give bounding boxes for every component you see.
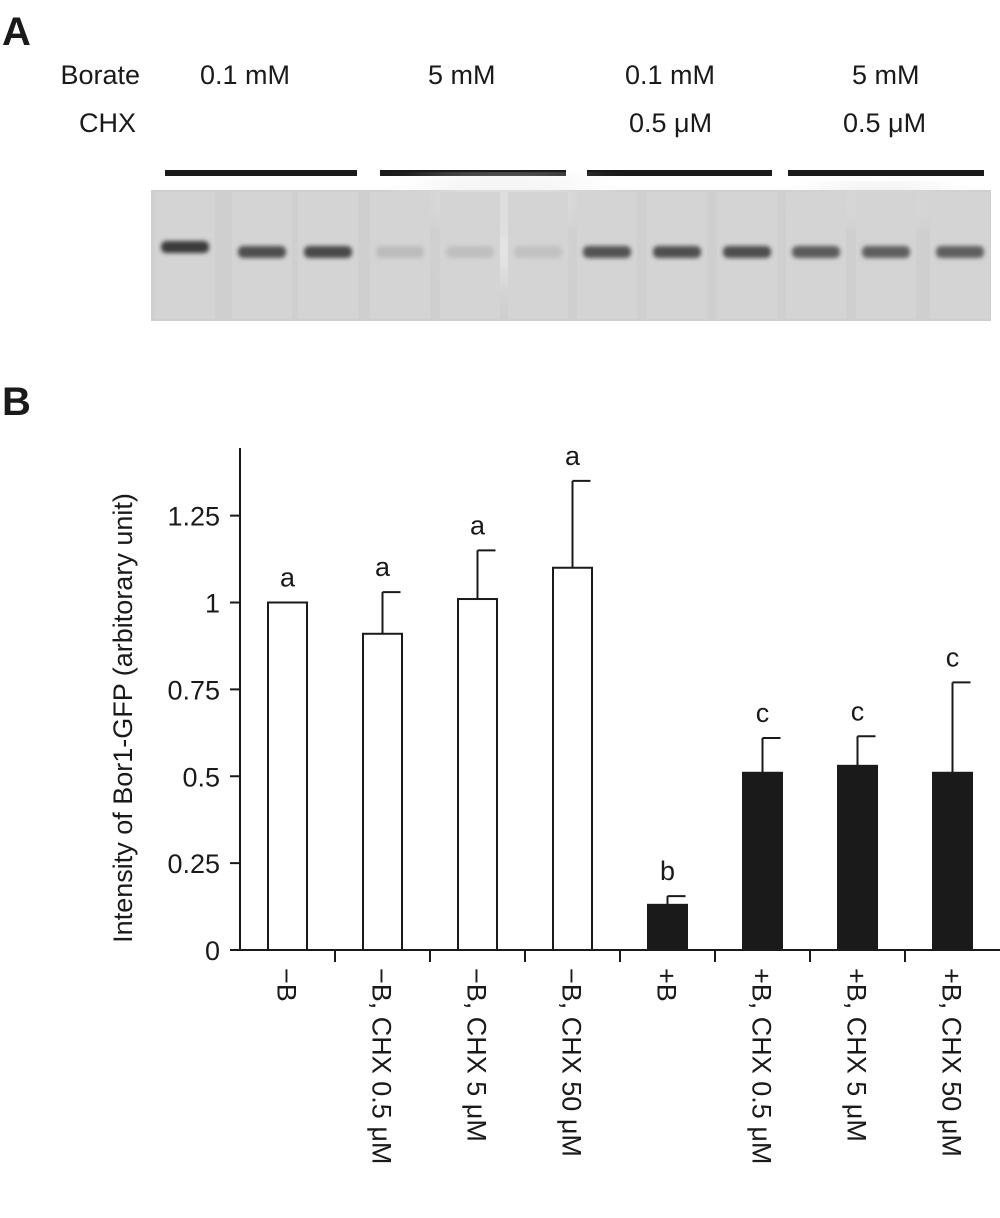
x-tick-label: −B, CHX 50 μM <box>557 968 587 1157</box>
y-tick-label: 1 <box>205 589 220 619</box>
y-tick-label: 0.75 <box>167 675 220 705</box>
x-tick-label: +B <box>652 968 682 1002</box>
x-tick-label: +B, CHX 50 μM <box>937 968 967 1157</box>
y-tick-label: 1.25 <box>167 502 220 532</box>
blot-band <box>304 246 352 258</box>
blot-band <box>238 246 286 258</box>
panel-b-letter: B <box>2 380 31 424</box>
blot-band <box>161 241 209 253</box>
blot-band <box>862 246 910 258</box>
x-tick-label: −B, CHX 0.5 μM <box>367 968 397 1164</box>
blot-lane <box>155 192 215 319</box>
bar <box>742 771 783 952</box>
y-tick-label: 0 <box>205 936 220 966</box>
chx-row-label: CHX <box>78 108 136 138</box>
x-tick-label: +B, CHX 0.5 μM <box>747 968 777 1164</box>
significance-label: a <box>565 441 581 471</box>
group-1-bar <box>165 170 357 176</box>
group-3-chx: 0.5 μM <box>629 108 713 138</box>
y-tick-label: 0.5 <box>182 762 220 792</box>
group-3-borate: 0.1 mM <box>625 60 716 90</box>
group-4-chx: 0.5 μM <box>843 108 927 138</box>
x-tick-label: −B <box>272 968 302 1002</box>
y-axis-label: Intensity of Bor1-GFP (arbitorary unit) <box>108 493 138 943</box>
blot-band <box>792 246 840 258</box>
bar <box>457 598 498 952</box>
group-4-borate: 5 mM <box>852 60 920 90</box>
bar <box>932 771 973 952</box>
bar <box>647 903 688 952</box>
significance-label: a <box>280 563 296 593</box>
panel-a-letter: A <box>2 10 31 54</box>
bar <box>362 632 403 952</box>
group-4-bar <box>788 170 984 176</box>
group-1-borate: 0.1 mM <box>200 60 291 90</box>
blot-band <box>376 246 424 258</box>
x-tick-label: +B, CHX 5 μM <box>842 968 872 1142</box>
bar <box>552 566 593 951</box>
borate-row-label: Borate <box>60 60 140 90</box>
x-tick-label: −B, CHX 5 μM <box>462 968 492 1142</box>
blot-band <box>583 246 631 258</box>
western-blot-image <box>151 186 991 321</box>
significance-label: a <box>470 510 486 540</box>
bar <box>837 764 878 952</box>
blot-band <box>936 246 984 258</box>
significance-label: b <box>660 856 675 886</box>
group-2-bar <box>380 170 566 176</box>
bar <box>267 601 308 951</box>
blot-band <box>446 246 494 258</box>
blot-band <box>723 246 771 258</box>
group-3-bar <box>587 170 772 176</box>
significance-label: c <box>851 696 865 726</box>
significance-label: c <box>946 642 960 672</box>
y-tick-label: 0.25 <box>167 849 220 879</box>
blot-band <box>514 246 562 258</box>
blot-band <box>653 246 701 258</box>
significance-label: a <box>375 552 391 582</box>
group-2-borate: 5 mM <box>428 60 496 90</box>
significance-label: c <box>756 698 770 728</box>
